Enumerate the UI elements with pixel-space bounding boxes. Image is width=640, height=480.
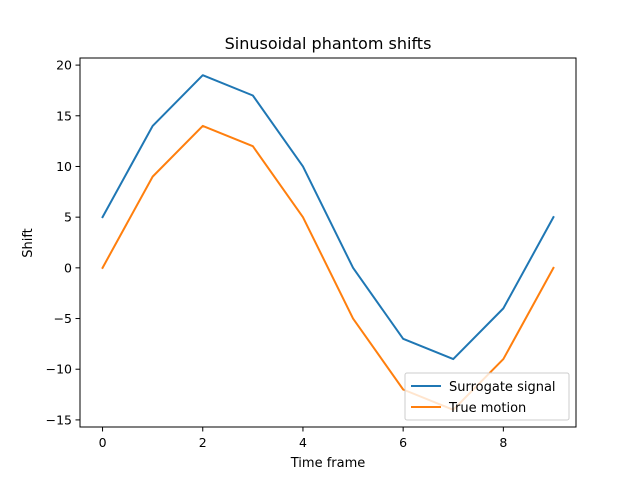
plot-frame xyxy=(79,57,577,428)
legend-box xyxy=(404,372,570,421)
y-tick-label: −10 xyxy=(46,362,72,377)
y-tick-label: 10 xyxy=(56,159,72,174)
y-tick-label: 5 xyxy=(64,210,72,225)
y-tick-label: −5 xyxy=(54,311,72,326)
chart-title: Sinusoidal phantom shifts xyxy=(225,34,432,53)
x-tick-label: 8 xyxy=(499,435,507,450)
y-tick-label: 15 xyxy=(56,108,72,123)
x-axis-label: Time frame xyxy=(290,456,366,471)
axes-layer xyxy=(79,57,577,428)
plot-area xyxy=(80,58,576,427)
y-axis-ticks: −15 −10 −5 0 5 10 15 20 xyxy=(46,58,80,427)
x-tick-label: 2 xyxy=(199,435,207,450)
x-tick-label: 6 xyxy=(399,435,407,450)
legend-label-true-motion: True motion xyxy=(448,401,526,416)
y-tick-label: −15 xyxy=(46,412,72,427)
x-tick-label: 0 xyxy=(99,435,107,450)
legend-label-surrogate-signal: Surrogate signal xyxy=(449,380,556,395)
series-line-surrogate-signal xyxy=(101,74,555,361)
x-tick-label: 4 xyxy=(299,435,307,450)
x-axis-ticks: 0 2 4 6 8 xyxy=(99,427,507,450)
y-axis-label: Shift xyxy=(21,228,36,258)
legend: Surrogate signal True motion xyxy=(404,372,570,421)
y-tick-label: 0 xyxy=(64,260,72,275)
y-tick-label: 20 xyxy=(56,58,72,73)
